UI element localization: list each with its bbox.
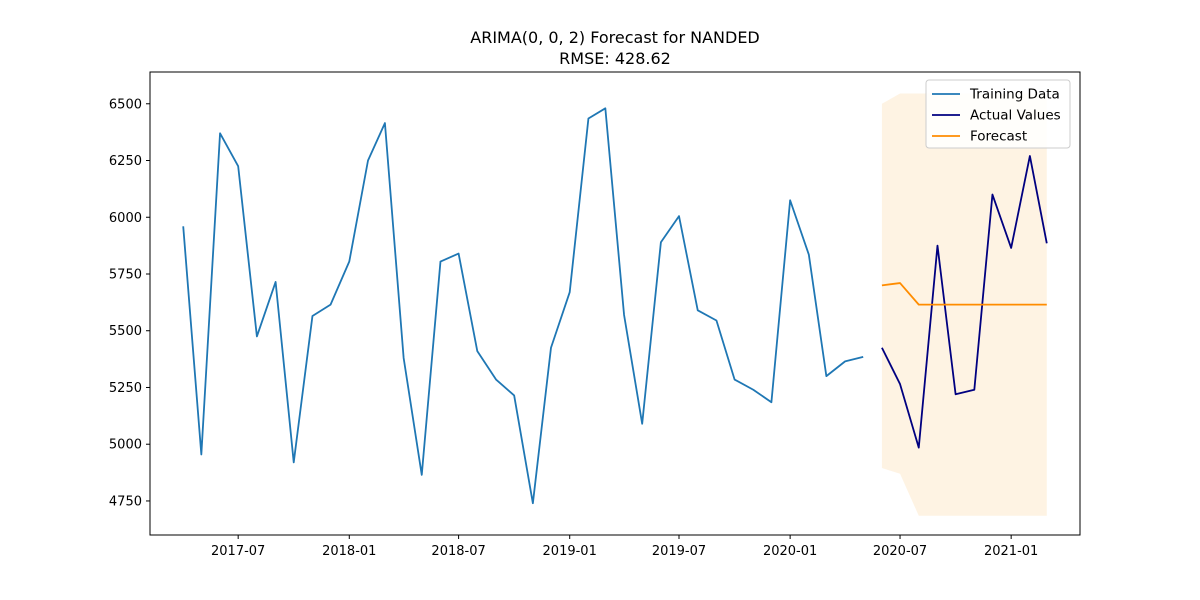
legend-box	[925, 79, 1071, 149]
chart-subtitle: RMSE: 428.62	[559, 49, 671, 68]
x-tick-label: 2017-07	[211, 544, 265, 559]
axes: 4750 5000 5250 5500 5750 6000 6250 6500 2017-07 2…	[109, 71, 1081, 559]
legend-label-training-data: Training Data	[969, 87, 1060, 103]
y-tick-label: 6000	[109, 211, 142, 226]
x-tick-label: 2018-01	[322, 544, 376, 559]
chart-title: ARIMA(0, 0, 2) Forecast for NANDED	[470, 28, 760, 47]
y-tick-label: 6500	[109, 97, 142, 112]
y-tick-label: 5750	[109, 267, 142, 282]
series-line-training-data	[182, 107, 864, 505]
x-tick-label: 2021-01	[984, 544, 1038, 559]
x-tick-label: 2019-01	[543, 544, 597, 559]
series-line-actual-values	[881, 155, 1048, 449]
x-tick-label: 2020-01	[763, 544, 817, 559]
y-tick-label: 5500	[109, 324, 142, 339]
series-line-forecast	[881, 282, 1047, 306]
legend: Training Data Actual Values Forecast	[925, 79, 1071, 149]
plot-frame	[149, 71, 1081, 536]
legend-label-forecast: Forecast	[970, 129, 1027, 145]
x-tick-label: 2019-07	[652, 544, 706, 559]
y-tick-label: 5000	[109, 438, 142, 453]
series-layer	[182, 107, 1048, 505]
y-tick-label: 6250	[109, 154, 142, 169]
legend-label-actual-values: Actual Values	[970, 108, 1061, 124]
y-tick-label: 5250	[109, 381, 142, 396]
y-tick-label: 4750	[109, 494, 142, 509]
x-tick-label: 2018-07	[431, 544, 485, 559]
x-tick-label: 2020-07	[873, 544, 927, 559]
